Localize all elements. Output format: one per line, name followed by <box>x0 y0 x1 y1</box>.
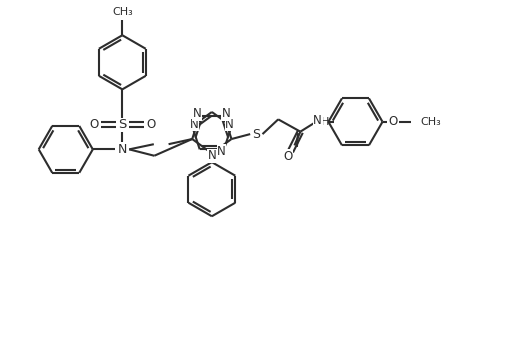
Text: O: O <box>146 118 155 131</box>
Text: N: N <box>222 107 231 120</box>
Text: S: S <box>252 128 260 141</box>
Text: N: N <box>313 114 322 127</box>
Text: H: H <box>321 117 329 127</box>
Text: N: N <box>118 143 127 156</box>
Text: O: O <box>389 115 398 128</box>
Text: N: N <box>190 118 199 131</box>
Text: O: O <box>284 150 292 163</box>
Text: O: O <box>89 118 99 131</box>
Text: N: N <box>193 107 202 120</box>
Text: S: S <box>118 118 126 131</box>
Text: N: N <box>217 145 226 158</box>
Text: N: N <box>225 118 234 131</box>
Text: CH₃: CH₃ <box>421 117 441 127</box>
Text: CH₃: CH₃ <box>112 7 133 16</box>
Text: N: N <box>208 149 216 162</box>
